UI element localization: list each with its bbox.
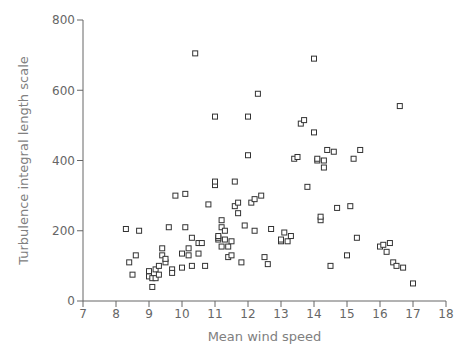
svg-text:Turbulence integral length sca: Turbulence integral length scale bbox=[16, 56, 31, 266]
svg-text:16: 16 bbox=[372, 307, 387, 321]
svg-text:17: 17 bbox=[405, 307, 420, 321]
svg-text:9: 9 bbox=[145, 307, 153, 321]
svg-text:8: 8 bbox=[112, 307, 120, 321]
svg-text:400: 400 bbox=[52, 154, 75, 168]
svg-text:14: 14 bbox=[306, 307, 321, 321]
svg-text:18: 18 bbox=[438, 307, 453, 321]
svg-text:11: 11 bbox=[207, 307, 222, 321]
svg-text:0: 0 bbox=[67, 294, 75, 308]
svg-text:600: 600 bbox=[52, 84, 75, 98]
svg-text:12: 12 bbox=[240, 307, 255, 321]
svg-text:13: 13 bbox=[273, 307, 288, 321]
svg-text:Mean wind speed: Mean wind speed bbox=[208, 329, 322, 344]
svg-text:800: 800 bbox=[52, 13, 75, 27]
svg-text:7: 7 bbox=[79, 307, 87, 321]
svg-text:200: 200 bbox=[52, 224, 75, 238]
svg-text:15: 15 bbox=[339, 307, 354, 321]
svg-text:10: 10 bbox=[174, 307, 189, 321]
